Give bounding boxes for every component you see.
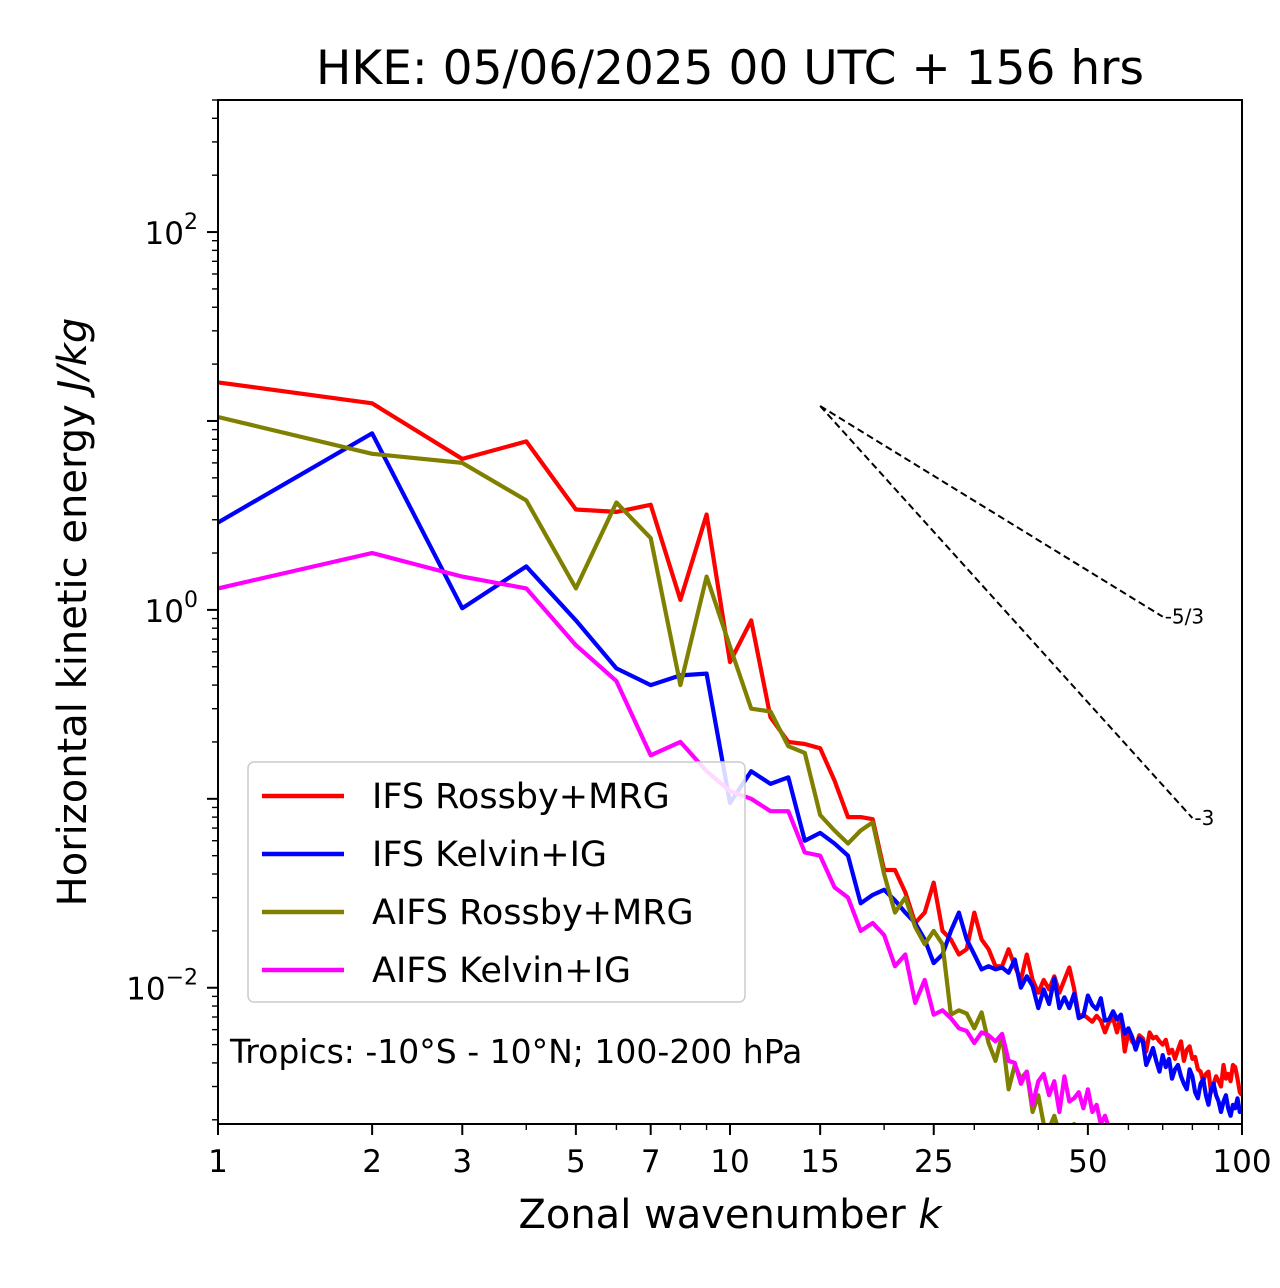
x-tick-label: 2 — [362, 1144, 382, 1180]
y-axis-ticks: 102 100 10−2 — [126, 99, 218, 1121]
x-tick-label: 7 — [641, 1144, 661, 1180]
series-line-2 — [218, 414, 1077, 1124]
region-annotation: Tropics: -10°S - 10°N; 100-200 hPa — [229, 1032, 802, 1071]
legend: IFS Rossby+MRG IFS Kelvin+IG AIFS Rossby+M… — [247, 761, 746, 1003]
x-axis-ticks: 1 2 3 5 7 10 15 25 50 100 — [208, 1124, 1272, 1180]
legend-label-2: AIFS Rossby+MRG — [372, 893, 694, 933]
x-tick-label: 100 — [1212, 1144, 1271, 1180]
x-tick-label: 3 — [452, 1144, 472, 1180]
series-line-1 — [218, 431, 1242, 1118]
reference-slope-label-0: -5/3 — [1165, 605, 1204, 629]
x-tick-label: 15 — [800, 1144, 839, 1180]
x-tick-label: 5 — [566, 1144, 586, 1180]
x-tick-label: 50 — [1068, 1144, 1107, 1180]
chart-title: HKE: 05/06/2025 00 UTC + 156 hrs — [316, 41, 1144, 96]
series-layer — [218, 380, 1242, 1124]
legend-label-1: IFS Kelvin+IG — [372, 835, 607, 875]
legend-box — [247, 761, 746, 1003]
y-tick-label: 10−2 — [126, 966, 198, 1008]
reference-slope-label-1: -3 — [1194, 806, 1214, 830]
x-axis-label: Zonal wavenumber k — [518, 1192, 943, 1238]
x-tick-label: 10 — [710, 1144, 749, 1180]
x-tick-label: 1 — [208, 1144, 228, 1180]
legend-label-0: IFS Rossby+MRG — [372, 777, 670, 817]
legend-label-3: AIFS Kelvin+IG — [372, 951, 631, 991]
y-tick-label: 100 — [145, 588, 198, 630]
y-axis-label: Horizontal kinetic energy J/kg — [50, 318, 96, 907]
reference-slope-line-0 — [819, 405, 1164, 618]
x-tick-label: 25 — [914, 1144, 953, 1180]
series-line-0 — [218, 380, 1242, 1097]
reference-slopes: -5/3 -3 — [819, 405, 1214, 830]
reference-slope-line-1 — [819, 405, 1194, 819]
y-tick-label: 102 — [145, 210, 198, 252]
